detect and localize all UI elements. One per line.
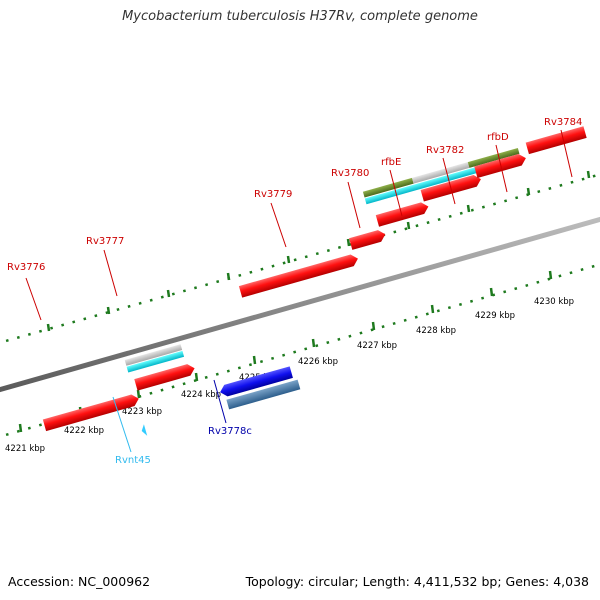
gene-Rv3778c: [220, 366, 293, 397]
scale-label: 4224 kbp: [181, 390, 221, 400]
feature-gray: [124, 344, 183, 366]
gene-label: rfbE: [381, 157, 401, 168]
label-leaders: [25, 129, 573, 453]
gene-Rv3777: [134, 364, 195, 391]
feature-gray: [411, 162, 470, 184]
gene-Rv3784: [525, 126, 587, 155]
map-title: Mycobacterium tuberculosis H37Rv, comple…: [122, 9, 478, 24]
inner-major-ticks: [18, 270, 553, 433]
scale-label: 4227 kbp: [357, 341, 397, 351]
gene-label: Rv3780: [331, 168, 369, 179]
genome-summary-text: Topology: circular; Length: 4,411,532 bp…: [245, 574, 589, 589]
scale-label: 4221 kbp: [5, 444, 45, 454]
scale-label: 4229 kbp: [475, 311, 515, 321]
gene-label: Rv3776: [7, 262, 45, 273]
genome-backbone: [0, 216, 600, 393]
gene-label: rfbD: [487, 132, 509, 143]
scale-label: 4226 kbp: [298, 357, 338, 367]
gene-label: Rv3779: [254, 189, 292, 200]
forward-strand-features: [42, 126, 587, 436]
gene-label: Rv3778c: [208, 426, 252, 437]
accession-text: Accession: NC_000962: [8, 574, 151, 589]
outer-major-ticks: [46, 170, 591, 332]
gene-label: Rv3777: [86, 236, 124, 247]
scale-label: 4230 kbp: [534, 297, 574, 307]
gene-Rv3780: [349, 230, 386, 250]
scale-label: 4222 kbp: [64, 426, 104, 436]
scale-label: 4228 kbp: [416, 326, 456, 336]
gene-label: Rv3784: [544, 117, 582, 128]
gene-rfbD: [474, 153, 526, 179]
feature-olive: [362, 177, 414, 198]
ncrna-Rvnt45: [141, 424, 148, 436]
gene-rfbE: [375, 202, 429, 227]
gene-label: Rv3782: [426, 145, 464, 156]
feature-cyan: [126, 350, 185, 373]
feature-steel: [226, 379, 301, 410]
gene-label: Rvnt45: [115, 455, 151, 466]
scale-label: 4223 kbp: [122, 407, 162, 417]
gene-Rv3779: [238, 254, 358, 298]
outer-tick-track: [0, 173, 600, 344]
feature-olive: [467, 147, 520, 168]
